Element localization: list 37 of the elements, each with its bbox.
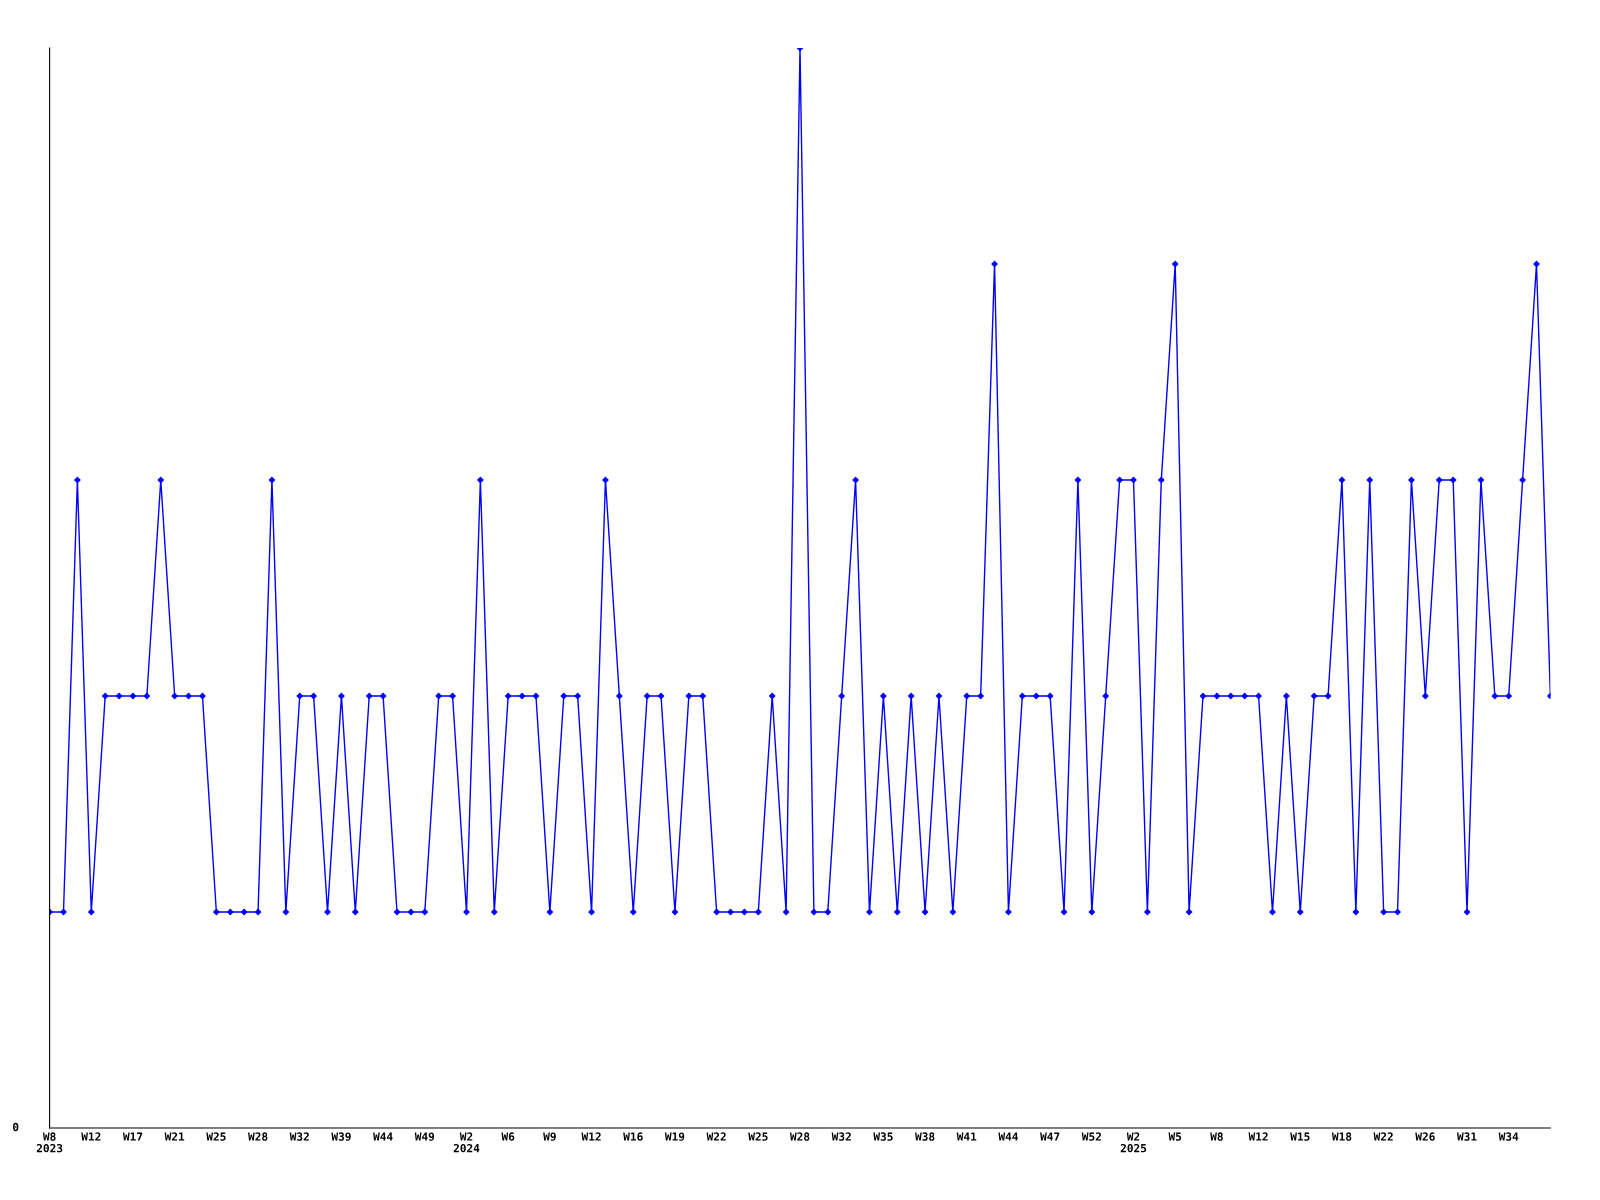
text: 0 bbox=[13, 1122, 19, 1132]
x-tick-label: W35 bbox=[873, 1132, 893, 1141]
x-tick-label: W16 bbox=[623, 1132, 643, 1141]
x-tick-label: W12 bbox=[81, 1132, 101, 1141]
x-tick-label: W31 bbox=[1456, 1132, 1477, 1141]
x-tick-label: W21 bbox=[164, 1132, 185, 1141]
x-tick-label: W15 bbox=[1290, 1132, 1310, 1141]
x-tick-label: W47 bbox=[1040, 1132, 1060, 1141]
x-tick-label: W9 bbox=[543, 1132, 556, 1141]
x-tick-label: W38 bbox=[915, 1132, 935, 1141]
x-tick-label: W41 bbox=[956, 1132, 977, 1141]
x-tick-label: W28 bbox=[789, 1132, 810, 1141]
x-tick-label: W18 bbox=[1331, 1132, 1352, 1141]
x-tick-label: W34 bbox=[1498, 1132, 1519, 1141]
x-tick-label: W32 bbox=[289, 1132, 309, 1141]
x-tick-label: W44 bbox=[998, 1132, 1018, 1141]
x-tick-label: W12 bbox=[1248, 1132, 1268, 1141]
x-tick-label: W52 bbox=[1081, 1132, 1101, 1141]
x-tick-label: W8 2023 bbox=[36, 1132, 63, 1153]
x-tick-label: W32 bbox=[831, 1132, 851, 1141]
x-tick-label: W49 bbox=[414, 1132, 435, 1141]
x-tick-label: W39 bbox=[331, 1132, 351, 1141]
x-tick-label: W25 bbox=[206, 1132, 226, 1141]
x-tick-label: W2 2025 bbox=[1120, 1132, 1147, 1153]
x-tick-label: W28 bbox=[248, 1132, 268, 1141]
x-tick-label: W44 bbox=[373, 1132, 393, 1141]
x-tick-label: W22 bbox=[706, 1132, 726, 1141]
x-tick-label: W6 bbox=[501, 1132, 515, 1141]
x-tick-label: W25 bbox=[748, 1132, 768, 1141]
x-tick-label: W2 2024 bbox=[453, 1132, 480, 1153]
x-tick-label: W17 bbox=[122, 1132, 143, 1141]
x-tick-label: W8 bbox=[1210, 1132, 1223, 1141]
x-tick-label: W26 bbox=[1415, 1132, 1435, 1141]
x-tick-label: W22 bbox=[1373, 1132, 1393, 1141]
x-tick-label: W19 bbox=[664, 1132, 685, 1141]
x-tick-label: W12 bbox=[581, 1132, 601, 1141]
x-tick-label: W5 bbox=[1168, 1132, 1182, 1141]
